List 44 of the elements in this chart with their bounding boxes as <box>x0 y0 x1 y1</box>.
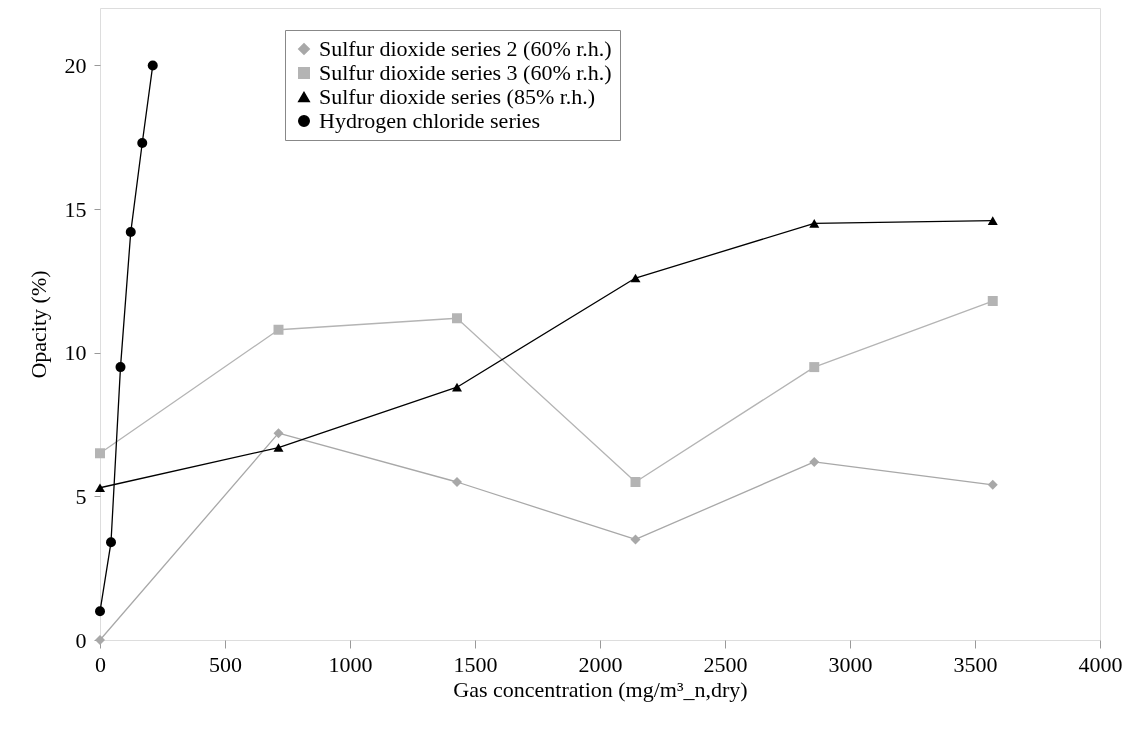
y-tick-label: 20 <box>64 52 87 78</box>
point <box>452 382 462 392</box>
x-tick-label: 2000 <box>578 651 623 677</box>
point <box>809 362 820 373</box>
y-tick-label: 10 <box>64 340 87 366</box>
point <box>987 216 998 225</box>
point <box>147 60 158 71</box>
point <box>95 483 105 493</box>
x-tick-label: 3000 <box>828 651 873 677</box>
x-tick-label: 4000 <box>1078 651 1123 677</box>
point <box>809 219 820 228</box>
y-tick-label: 0 <box>75 627 87 653</box>
point <box>125 227 136 238</box>
y-axis-title: Opacity (%) <box>25 270 51 379</box>
point <box>452 313 462 324</box>
x-tick-label: 500 <box>209 651 242 677</box>
x-tick-label: 3500 <box>953 651 998 677</box>
point <box>95 448 105 459</box>
y-tick-label: 5 <box>75 483 87 509</box>
x-tick-label: 2500 <box>703 651 748 677</box>
point <box>630 534 641 545</box>
x-tick-label: 1000 <box>328 651 373 677</box>
point <box>987 479 998 490</box>
y-tick-label: 15 <box>64 196 87 222</box>
legend-label: Sulfur dioxide series (85% r.h.) <box>319 84 596 109</box>
legend-label: Hydrogen chloride series <box>319 108 541 133</box>
point <box>452 477 462 487</box>
legend-label: Sulfur dioxide series 3 (60% r.h.) <box>319 60 612 85</box>
point <box>273 428 284 439</box>
point <box>273 324 284 335</box>
point <box>106 537 116 548</box>
legend-label: Sulfur dioxide series 2 (60% r.h.) <box>319 36 612 61</box>
point <box>95 635 105 645</box>
x-axis-title: Gas concentration (mg/m³_n,dry) <box>453 676 748 702</box>
point <box>630 477 641 487</box>
x-tick-label: 1500 <box>453 651 498 677</box>
point <box>137 138 148 149</box>
point <box>115 362 126 373</box>
point <box>630 273 641 283</box>
x-tick-label: 0 <box>95 651 106 677</box>
point <box>95 606 105 617</box>
point <box>987 296 998 307</box>
point <box>273 443 284 452</box>
point <box>809 456 820 467</box>
